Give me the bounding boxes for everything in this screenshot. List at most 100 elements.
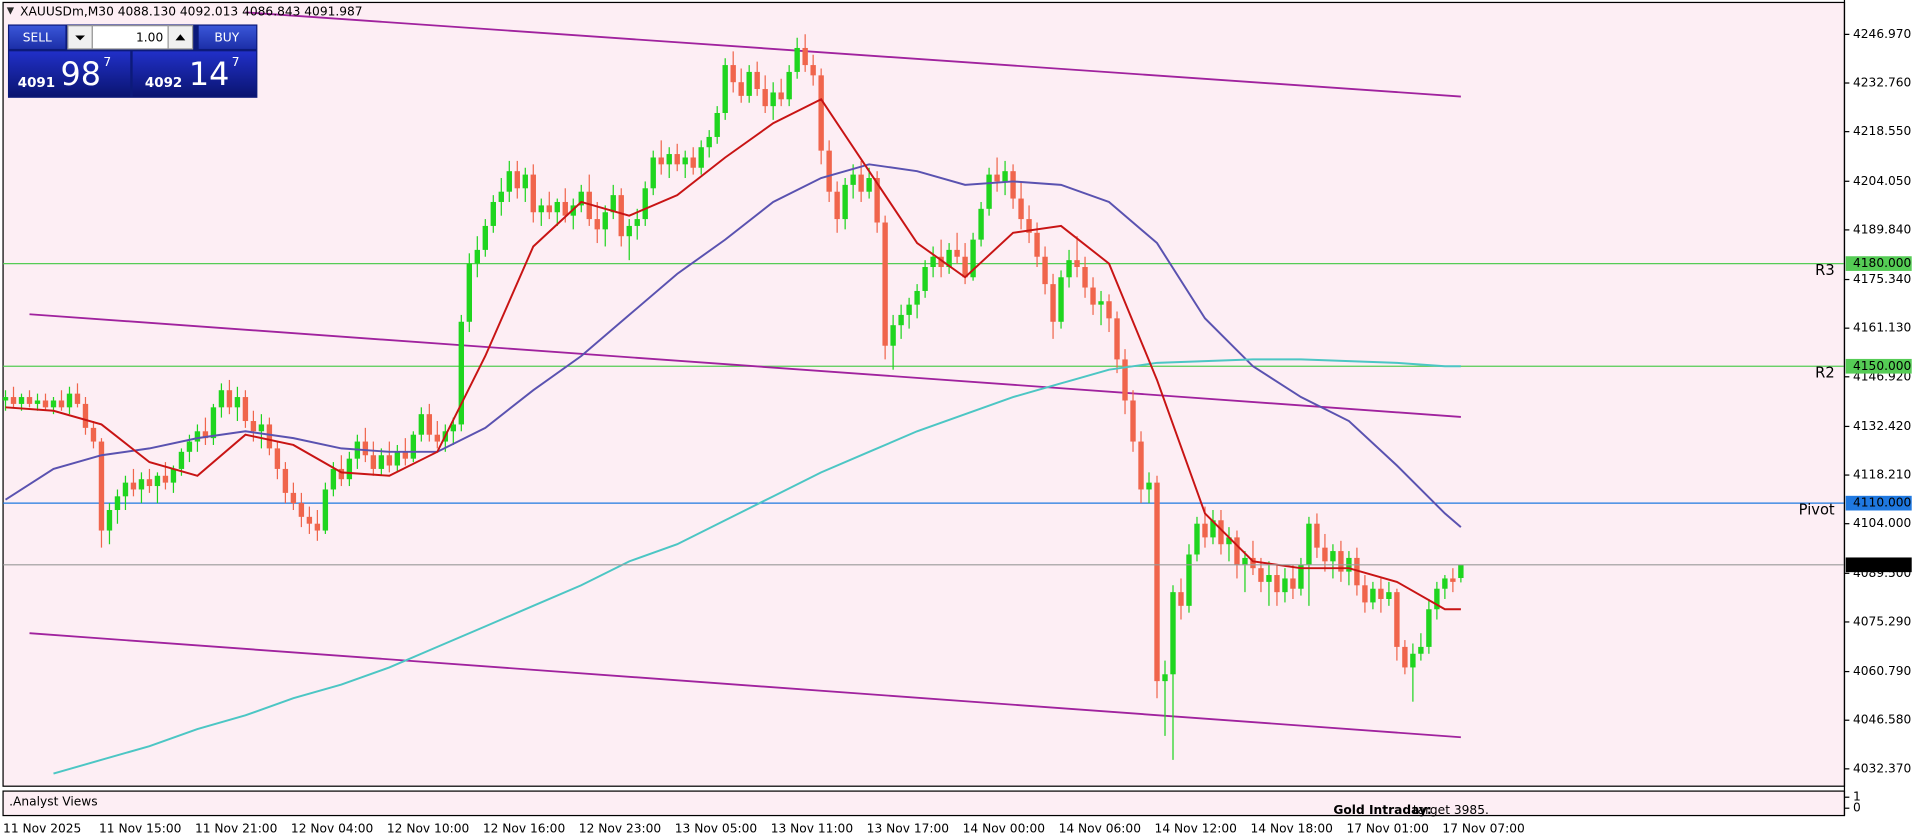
- ma-line: [53, 358, 1461, 775]
- candle-body: [1042, 256, 1048, 285]
- candle-body: [378, 455, 385, 469]
- candle-body: [634, 219, 640, 226]
- ma-line: [5, 98, 1461, 611]
- level-name: R2: [1815, 365, 1835, 382]
- candle-body: [594, 219, 600, 230]
- candle-body: [834, 191, 840, 220]
- candle-body: [1146, 482, 1152, 490]
- candle-body: [978, 208, 984, 240]
- candle-body: [330, 468, 337, 490]
- x-tick-label: 13 Nov 11:00: [771, 821, 853, 835]
- y-tick-label: 4118.210: [1853, 468, 1911, 482]
- candle-body: [1354, 557, 1360, 586]
- candle-body: [882, 222, 888, 346]
- candle-body: [1226, 537, 1232, 545]
- candle-body: [530, 174, 536, 213]
- candle-body: [1058, 277, 1064, 322]
- candle-body: [1338, 551, 1344, 572]
- buy-button[interactable]: [198, 25, 257, 49]
- candle-body: [482, 225, 488, 250]
- candle-body: [1402, 646, 1408, 668]
- candle-body: [474, 249, 480, 264]
- candle-body: [1090, 287, 1096, 305]
- y-tick-label: 4060.790: [1853, 664, 1911, 678]
- candle-body: [1458, 564, 1464, 579]
- candle-body: [50, 400, 57, 408]
- candle-body: [962, 256, 968, 278]
- level-name: Pivot: [1799, 501, 1835, 518]
- trendline: [245, 11, 1461, 98]
- x-tick-label: 14 Nov 00:00: [963, 821, 1045, 835]
- level-name: R3: [1815, 262, 1835, 279]
- candle-body: [810, 65, 816, 76]
- candle-body: [922, 267, 928, 291]
- buy-label: BUY: [214, 30, 239, 44]
- bid-main: 98: [61, 56, 101, 93]
- candle-body: [3, 397, 9, 401]
- candle-body: [1322, 547, 1328, 562]
- candle-body: [242, 397, 249, 422]
- candle-body: [1314, 523, 1320, 548]
- bid-box[interactable]: [9, 51, 131, 97]
- candle-body: [314, 523, 321, 531]
- indicator-area: [2, 790, 1846, 817]
- candle-body: [1010, 171, 1016, 199]
- candle-body: [794, 47, 800, 72]
- candle-body: [1122, 359, 1128, 401]
- candle-body: [1186, 554, 1192, 606]
- symbol-info: XAUUSDm,M30 4088.130 4092.013 4086.843 4…: [20, 5, 362, 19]
- candle-body: [658, 157, 664, 165]
- candle-body: [322, 489, 329, 531]
- y-tick-label: 4246.970: [1853, 27, 1911, 41]
- sell-button[interactable]: [9, 25, 66, 49]
- candle-body: [786, 71, 792, 100]
- y-tick-label: 4189.840: [1853, 222, 1911, 236]
- candle-body: [290, 492, 297, 504]
- candle-body: [1394, 592, 1400, 647]
- candle-body: [946, 249, 952, 268]
- candle-body: [90, 427, 97, 442]
- plot-area: [2, 1, 1846, 787]
- candle-body: [778, 92, 784, 100]
- x-tick-label: 17 Nov 07:00: [1442, 821, 1524, 835]
- ask-box[interactable]: [132, 51, 257, 97]
- candle-body: [1378, 588, 1384, 599]
- candle-body: [434, 434, 441, 442]
- candle-body: [1410, 653, 1416, 668]
- y-tick-label: 4175.340: [1853, 272, 1911, 286]
- candle-body: [18, 397, 25, 404]
- lot-up-arrow: [175, 34, 186, 41]
- ask-sup: 7: [232, 55, 240, 69]
- x-tick-label: 14 Nov 18:00: [1251, 821, 1333, 835]
- candle-body: [610, 195, 616, 213]
- candle-body: [770, 92, 776, 107]
- candle-body: [458, 321, 465, 425]
- candle-body: [154, 475, 161, 487]
- candle-body: [738, 82, 744, 96]
- price-tag: [1845, 256, 1912, 271]
- candle-body: [1034, 232, 1040, 257]
- candle-body: [506, 171, 512, 192]
- x-tick-label: 11 Nov 21:00: [195, 821, 277, 835]
- candle-body: [586, 191, 592, 220]
- symbol-icon: [6, 7, 15, 15]
- candle-body: [866, 178, 872, 192]
- candle-body: [362, 441, 369, 456]
- x-tick-label: 13 Nov 05:00: [675, 821, 757, 835]
- x-tick-label: 17 Nov 01:00: [1346, 821, 1428, 835]
- candle-body: [202, 431, 209, 439]
- candle-body: [690, 157, 696, 168]
- candle-body: [210, 407, 217, 439]
- candle-body: [466, 263, 472, 322]
- ma-line: [4, 163, 1462, 528]
- candle-body: [986, 174, 992, 209]
- candle-body: [1170, 592, 1176, 675]
- candle-body: [66, 393, 73, 408]
- candle-body: [1434, 588, 1440, 610]
- candle-body: [1450, 578, 1456, 582]
- candle-body: [682, 157, 688, 165]
- lot-down-arrow: [75, 35, 85, 41]
- candle-body: [1138, 441, 1144, 490]
- candle-body: [186, 441, 193, 452]
